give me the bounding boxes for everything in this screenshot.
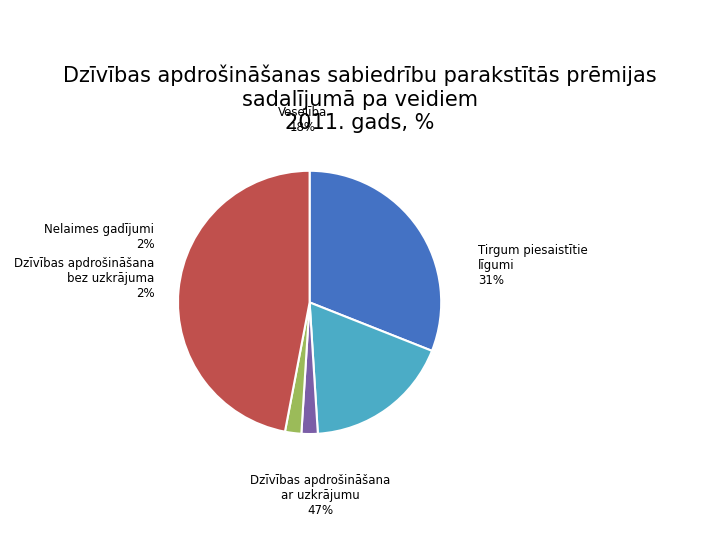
Text: Dzīvības apdrošināšana
ar uzkrājumu
47%: Dzīvības apdrošināšana ar uzkrājumu 47%	[250, 474, 390, 517]
Text: Dzīvības apdrošināšana
bez uzkrājuma
2%: Dzīvības apdrošināšana bez uzkrājuma 2%	[14, 257, 154, 300]
Wedge shape	[302, 302, 318, 434]
Wedge shape	[310, 302, 432, 434]
Text: Dzīvības apdrošināšanas sabiedrību parakstītās prēmijas
sadalījumā pa veidiem
20: Dzīvības apdrošināšanas sabiedrību parak…	[63, 65, 657, 133]
Text: Veselība
18%: Veselība 18%	[279, 106, 328, 134]
Wedge shape	[178, 171, 310, 431]
Wedge shape	[285, 302, 310, 434]
Wedge shape	[310, 171, 441, 351]
Text: Nelaimes gadījumi
2%: Nelaimes gadījumi 2%	[45, 222, 154, 251]
Text: Tirgum piesaistītie
līgumi
31%: Tirgum piesaistītie līgumi 31%	[478, 244, 588, 287]
